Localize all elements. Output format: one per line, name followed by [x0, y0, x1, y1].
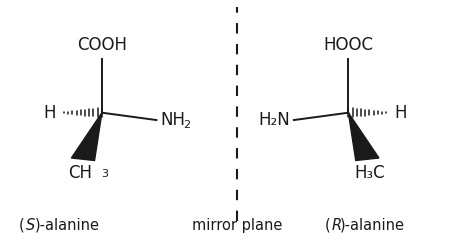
Text: S: S	[26, 218, 36, 233]
Polygon shape	[348, 113, 379, 160]
Text: R: R	[332, 218, 342, 233]
Text: NH: NH	[160, 111, 185, 129]
Text: COOH: COOH	[77, 36, 127, 54]
Text: (: (	[325, 218, 330, 233]
Text: HOOC: HOOC	[323, 36, 374, 54]
Text: H₂N: H₂N	[258, 111, 290, 129]
Text: )-alanine: )-alanine	[35, 218, 100, 233]
Text: (: (	[19, 218, 25, 233]
Polygon shape	[72, 113, 102, 160]
Text: mirror plane: mirror plane	[192, 218, 282, 233]
Text: 2: 2	[183, 120, 190, 130]
Text: H: H	[395, 104, 407, 122]
Text: 3: 3	[101, 169, 108, 179]
Text: H₃C: H₃C	[355, 164, 385, 182]
Text: H: H	[43, 104, 55, 122]
Text: )-alanine: )-alanine	[340, 218, 405, 233]
Text: CH: CH	[69, 164, 92, 182]
